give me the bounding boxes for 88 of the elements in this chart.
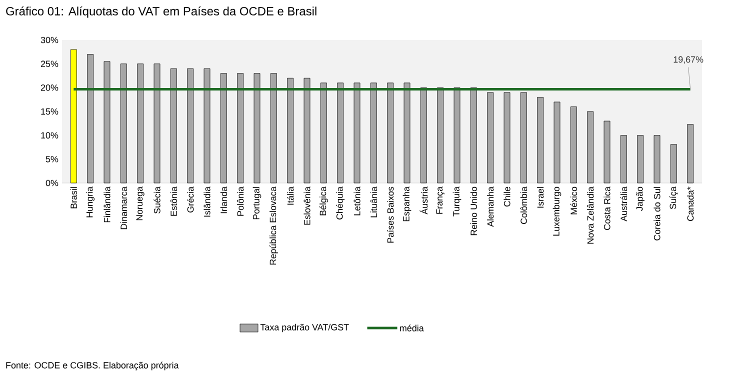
y-tick-label: 20% <box>40 84 58 91</box>
x-tick-label: Suécia <box>154 186 160 214</box>
x-tick-label: Polônia <box>237 186 244 216</box>
x-tick-label: Reino Unido <box>470 186 477 236</box>
bar <box>337 82 344 184</box>
x-tick-label: Austrália <box>620 186 628 222</box>
x-tick-label: Costa Rica <box>604 186 610 230</box>
bar <box>637 135 644 184</box>
x-tick-label: Colômbia <box>520 186 527 224</box>
y-tick-label: 30% <box>40 36 58 44</box>
x-tick-label: Estônia <box>170 186 177 216</box>
x-tick-label: Chéquia <box>336 186 345 220</box>
bar <box>487 92 494 184</box>
bar <box>220 73 227 184</box>
x-tick-label: México <box>570 186 578 214</box>
bar <box>554 102 560 184</box>
bar <box>654 135 660 184</box>
chart-title: Gráfico 01: Alíquotas do VAT em Países da OCDE e Brasil <box>6 6 316 18</box>
bar <box>304 78 310 184</box>
x-tick-label: Suíça <box>669 186 678 210</box>
x-tick-label: Espanha <box>402 186 412 222</box>
bar <box>604 120 610 184</box>
bar <box>620 135 627 184</box>
legend-label: média <box>400 324 424 332</box>
bar <box>320 82 327 184</box>
bar <box>270 73 277 184</box>
bar <box>437 87 444 184</box>
bar <box>254 73 260 184</box>
y-tick-label: 15% <box>41 108 58 115</box>
bar <box>120 64 127 184</box>
bar <box>470 87 477 184</box>
x-tick-label: Noruega <box>136 186 144 220</box>
y-tick-label: 0% <box>46 180 58 186</box>
bar <box>204 68 210 184</box>
x-tick-label: Luxemburgo <box>552 186 562 236</box>
bar <box>87 54 94 184</box>
source-note: Fonte: OCDE e CGIBS. Elaboração própria <box>6 362 179 370</box>
x-tick-label: Finlândia <box>104 186 110 222</box>
bar <box>154 64 160 184</box>
x-tick-label: Canada* <box>687 186 694 221</box>
x-tick-label: Dinamarca <box>120 186 127 230</box>
x-tick-label: Nova Zelândia <box>587 186 594 244</box>
x-tick-label: Japão <box>636 186 644 211</box>
y-tick-label: 5% <box>46 156 58 162</box>
x-tick-label: Alemanha <box>487 186 494 227</box>
x-tick-label: França <box>436 186 444 214</box>
x-tick-label: Chile <box>504 186 510 207</box>
x-tick-label: República Eslovaca <box>269 186 278 265</box>
x-tick-label: Coreia do Sul <box>654 187 660 240</box>
bar <box>687 124 694 184</box>
x-tick-label: Irlanda <box>220 186 227 214</box>
x-tick-label: Eslovênia <box>304 186 310 225</box>
x-tick-label: Países Baixos <box>386 186 394 243</box>
bar <box>404 82 410 184</box>
x-tick-label: Islândia <box>204 186 210 217</box>
bar <box>454 87 460 184</box>
x-tick-label: Israel <box>537 187 544 208</box>
bar <box>587 111 594 184</box>
x-tick-label: Grécia <box>186 186 194 212</box>
bar <box>670 144 677 184</box>
bar <box>354 82 360 184</box>
legend-label: Taxa padrão VAT/GST <box>260 324 349 332</box>
bar <box>520 92 527 184</box>
bar <box>170 68 177 184</box>
x-tick-label: Portugal <box>252 187 262 220</box>
bar <box>420 87 427 184</box>
bar <box>387 82 394 184</box>
bar <box>137 64 144 184</box>
x-tick-label: Bélgica <box>319 186 328 216</box>
x-tick-label: Turquia <box>452 186 462 216</box>
x-tick-label: Lituânia <box>370 186 377 218</box>
bar <box>504 92 510 184</box>
x-tick-label: Itália <box>286 186 294 205</box>
bar <box>537 97 544 184</box>
x-tick-label: Áustria <box>420 186 428 214</box>
bar <box>570 106 577 184</box>
x-tick-label: Letônia <box>354 186 360 216</box>
y-tick-label: 25% <box>40 60 58 68</box>
bar <box>370 82 377 184</box>
bar <box>287 78 294 184</box>
x-tick-label: Hungria <box>86 186 95 218</box>
annotation: 19,67% <box>674 56 704 64</box>
bar <box>237 73 244 184</box>
bar <box>104 61 110 184</box>
x-tick-label: Brasil <box>70 187 77 208</box>
bar <box>70 49 77 184</box>
bar <box>187 68 194 184</box>
y-tick-label: 10% <box>41 132 58 139</box>
